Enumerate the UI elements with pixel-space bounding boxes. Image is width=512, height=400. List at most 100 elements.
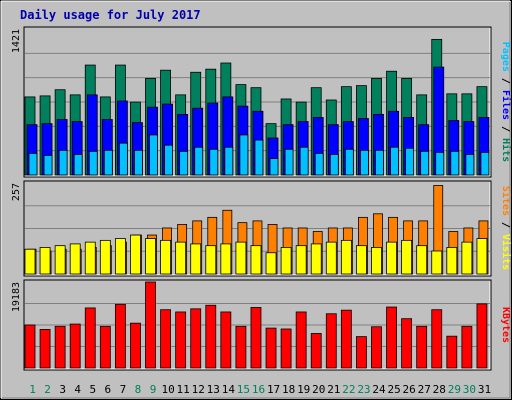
y-max-label-visits: 257 xyxy=(11,183,22,201)
bar-kbytes-day-12 xyxy=(190,308,202,369)
x-label-day-24: 24 xyxy=(372,383,386,396)
bar-kbytes-day-27 xyxy=(416,325,428,369)
bar-visits-day-2 xyxy=(39,247,51,275)
panels: 1421 Pages / Files / Hits 257 Sites / Visit… xyxy=(11,26,512,371)
bar-visits-day-11 xyxy=(175,241,187,275)
x-label-day-31: 31 xyxy=(478,383,491,396)
bar-kbytes-day-1 xyxy=(24,324,36,369)
bar-kbytes-day-18 xyxy=(280,328,292,369)
bar-visits-day-27 xyxy=(416,245,428,275)
bar-pages-day-20 xyxy=(314,153,324,176)
bar-visits-day-13 xyxy=(205,245,217,275)
x-label-day-15: 15 xyxy=(237,383,250,396)
bar-kbytes-day-15 xyxy=(235,325,247,369)
bar-pages-day-15 xyxy=(239,134,249,176)
bar-pages-day-21 xyxy=(329,154,339,176)
bar-kbytes-day-8 xyxy=(130,322,141,369)
bar-pages-day-10 xyxy=(164,144,173,176)
bar-visits-day-23 xyxy=(356,245,367,275)
side-legend-separator: / xyxy=(500,216,511,234)
bar-kbytes-day-7 xyxy=(114,303,126,369)
bar-kbytes-day-20 xyxy=(310,333,322,369)
panel-visits: 257 Sites / Visits xyxy=(11,180,512,277)
bar-pages-day-2 xyxy=(43,155,53,176)
x-label-day-19: 19 xyxy=(297,383,310,396)
bar-kbytes-day-23 xyxy=(356,336,367,369)
x-label-day-6: 6 xyxy=(105,383,112,396)
bar-pages-day-13 xyxy=(209,148,219,176)
bar-kbytes-day-11 xyxy=(175,311,187,369)
bar-visits-day-4 xyxy=(69,243,81,275)
bar-kbytes-day-10 xyxy=(160,309,171,369)
bar-kbytes-day-14 xyxy=(220,311,232,369)
x-label-day-5: 5 xyxy=(89,383,96,396)
x-label-day-25: 25 xyxy=(387,383,400,396)
x-label-day-14: 14 xyxy=(222,383,236,396)
bar-visits-day-31 xyxy=(476,238,488,275)
bar-visits-day-10 xyxy=(160,239,171,275)
bar-visits-day-29 xyxy=(446,247,458,275)
bar-kbytes-day-5 xyxy=(84,307,96,369)
x-label-day-8: 8 xyxy=(135,383,142,396)
bar-pages-day-22 xyxy=(344,148,354,176)
x-label-day-22: 22 xyxy=(342,383,355,396)
bar-visits-day-24 xyxy=(371,247,382,275)
x-label-day-23: 23 xyxy=(357,383,370,396)
x-label-day-13: 13 xyxy=(207,383,220,396)
bar-pages-day-9 xyxy=(149,134,158,176)
bar-pages-day-3 xyxy=(58,149,68,176)
x-label-day-1: 1 xyxy=(29,383,36,396)
bar-visits-day-19 xyxy=(295,245,307,275)
bar-kbytes-day-13 xyxy=(205,304,217,369)
bar-kbytes-day-25 xyxy=(386,306,397,369)
x-axis-labels: 1 2 3 4 5 6 7 8 9 10 11 12 13 14 15 16 17 18 19 20 21 22 23 24 2… xyxy=(29,383,491,396)
x-label-day-9: 9 xyxy=(150,383,157,396)
bar-pages-day-28 xyxy=(435,151,445,176)
bar-kbytes-day-29 xyxy=(446,335,458,369)
side-legend-separator: / xyxy=(500,120,511,138)
bar-pages-day-14 xyxy=(224,146,234,176)
x-label-day-26: 26 xyxy=(403,383,416,396)
x-label-day-21: 21 xyxy=(327,383,340,396)
bar-pages-day-8 xyxy=(134,149,143,176)
bar-pages-day-26 xyxy=(405,147,415,176)
x-label-day-27: 27 xyxy=(418,383,431,396)
side-legend-kbytes: KBytes xyxy=(500,307,511,343)
bar-kbytes-day-24 xyxy=(371,326,382,369)
bar-visits-day-6 xyxy=(99,239,111,275)
bar-pages-day-18 xyxy=(284,148,294,176)
x-label-day-11: 11 xyxy=(177,383,190,396)
x-label-day-3: 3 xyxy=(59,383,66,396)
bar-kbytes-day-16 xyxy=(250,307,262,369)
side-legend-hits: Pages / Files / Hits xyxy=(500,42,512,162)
panel-kbytes: 19183 KBytes xyxy=(11,279,511,371)
x-label-day-17: 17 xyxy=(267,383,280,396)
side-legend-hits: Hits xyxy=(500,138,512,162)
x-label-day-2: 2 xyxy=(44,383,51,396)
bar-pages-day-17 xyxy=(269,158,279,176)
bar-pages-day-11 xyxy=(179,150,189,176)
x-label-day-10: 10 xyxy=(161,383,174,396)
bar-pages-day-5 xyxy=(88,150,98,176)
x-label-day-12: 12 xyxy=(192,383,205,396)
bar-pages-day-4 xyxy=(73,154,83,176)
bar-kbytes-day-31 xyxy=(476,303,488,369)
x-label-day-28: 28 xyxy=(433,383,446,396)
x-label-day-4: 4 xyxy=(74,383,81,396)
bar-visits-day-28 xyxy=(431,250,443,275)
panel-hits: 1421 Pages / Files / Hits xyxy=(11,26,512,178)
bar-visits-day-17 xyxy=(265,252,277,275)
bar-visits-day-18 xyxy=(280,247,292,275)
bar-kbytes-day-2 xyxy=(39,329,51,369)
bar-kbytes-day-3 xyxy=(54,325,66,369)
x-label-day-18: 18 xyxy=(282,383,295,396)
bar-visits-day-1 xyxy=(24,248,36,275)
side-legend-pages: Pages xyxy=(500,42,511,72)
bar-visits-day-8 xyxy=(130,234,141,275)
bar-pages-day-19 xyxy=(299,146,309,176)
side-legend-separator: / xyxy=(500,72,511,90)
side-legend-visits: Visits xyxy=(500,234,512,270)
bar-pages-day-29 xyxy=(450,150,460,176)
bar-kbytes-day-6 xyxy=(99,325,111,369)
